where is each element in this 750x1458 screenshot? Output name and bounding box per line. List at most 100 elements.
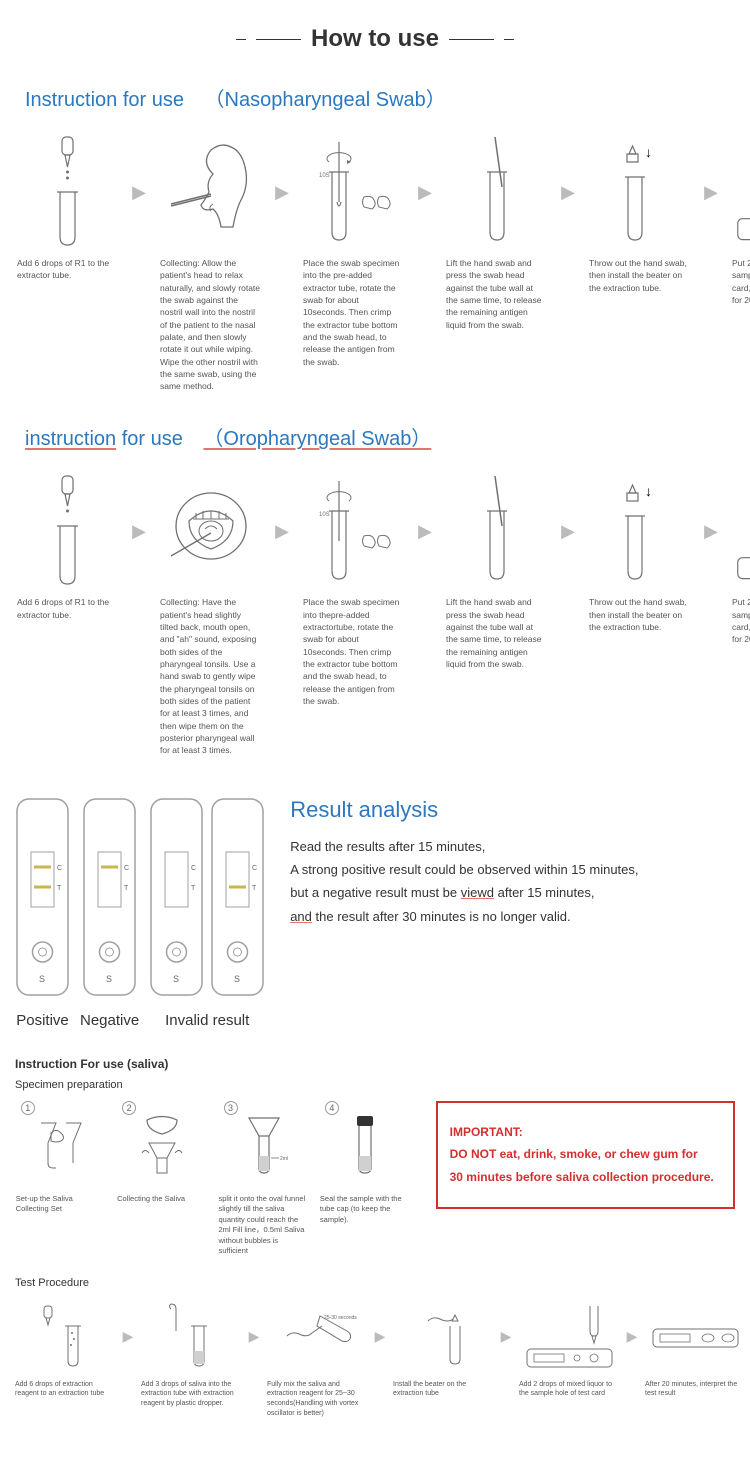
arrow-icon: ▶ [128, 466, 150, 596]
proc-step-6: After 20 minutes, interpret the test res… [645, 1299, 745, 1400]
step-text: Put 2 drops into the sample hole of the … [730, 257, 750, 306]
naso-step-6: Put 2 drops into the sample hole of the … [730, 127, 750, 306]
svg-text:↓: ↓ [645, 483, 652, 499]
svg-text:C: C [191, 865, 196, 872]
step-diagram-cassette-drop [733, 466, 750, 596]
naso-step-1: Add 6 drops of R1 to the extractor tube. [15, 127, 120, 282]
step-text: Throw out the hand swab, then install th… [587, 257, 692, 294]
svg-text:T: T [252, 885, 257, 892]
step-number: 4 [325, 1101, 339, 1115]
saliva-text: Set-up the Saliva Collecting Set [16, 1194, 106, 1215]
label-positive: Positive [16, 1012, 69, 1029]
oro-step-2: Collecting: Have the patient's head slig… [158, 466, 263, 756]
important-l3: 30 minutes before saliva collection proc… [450, 1166, 721, 1189]
step-diagram-cassette-drop [733, 127, 750, 257]
saliva-text: Seal the sample with the tube cap (to ke… [320, 1194, 410, 1226]
result-section: C T S Positive C T S Negative [0, 777, 750, 1049]
cassette-positive: C T S Positive [15, 797, 70, 1029]
oro-step-3: 10S Place the swab specimen into thepre-… [301, 466, 406, 707]
arrow-icon: ▶ [371, 1299, 389, 1374]
step-diagram-tube-cap: ↓ [590, 127, 690, 257]
test-proc-label: Test Procedure [0, 1277, 750, 1294]
svg-text:S: S [39, 974, 45, 984]
step-diagram-tube-swab: 10S [304, 127, 404, 257]
arrow-icon: ▶ [128, 127, 150, 257]
saliva-prep-row: 1 Set-up the Saliva Collecting Set 2 Col… [0, 1096, 750, 1277]
arrow-icon: ▶ [700, 127, 722, 257]
arrow-icon: ▶ [700, 466, 722, 596]
arrow-icon: ▶ [271, 466, 293, 596]
oro-step-1: Add 6 drops of R1 to the extractor tube. [15, 466, 120, 621]
oro-step-6: Put 2 drops into the sample hole of the … [730, 466, 750, 645]
oro-steps: Add 6 drops of R1 to the extractor tube.… [0, 461, 750, 776]
svg-text:T: T [57, 885, 62, 892]
result-title: Result analysis [290, 797, 735, 823]
svg-text:S: S [106, 974, 112, 984]
proc-step-4: Install the beater on the extraction tub… [393, 1299, 493, 1400]
step-number: 3 [224, 1101, 238, 1115]
saliva-step-3: 3 2ml split it onto the oval funnel slig… [218, 1101, 309, 1257]
proc-text: After 20 minutes, interpret the test res… [645, 1380, 745, 1400]
svg-text:↓: ↓ [645, 144, 652, 160]
naso-step-4: Lift the hand swab and press the swab he… [444, 127, 549, 331]
naso-step-5: ↓ Throw out the hand swab, then install … [587, 127, 692, 294]
important-l2: DO NOT eat, drink, smoke, or chew gum fo… [450, 1143, 721, 1166]
step-text: Throw out the hand swab, then install th… [587, 596, 692, 633]
oro-title-u: instruction [25, 428, 116, 450]
important-l1: IMPORTANT: [450, 1121, 721, 1144]
svg-text:S: S [173, 974, 179, 984]
result-body: Read the results after 15 minutes, A str… [290, 835, 735, 929]
result-text: Result analysis Read the results after 1… [290, 797, 735, 929]
proc-diagram-drop-card [522, 1299, 617, 1374]
test-proc-row: Add 6 drops of extraction reagent to an … [0, 1294, 750, 1439]
step-diagram-mouth [161, 466, 261, 596]
svg-text:C: C [57, 865, 62, 872]
arrow-icon: ▶ [119, 1299, 137, 1374]
arrow-icon: ▶ [557, 466, 579, 596]
step-diagram-tube-cap: ↓ [590, 466, 690, 596]
cassette-group: C T S Positive C T S Negative [15, 797, 265, 1029]
svg-text:S: S [234, 974, 240, 984]
step-text: Place the swab specimen into thepre-adde… [301, 596, 406, 707]
step-text: Add 6 drops of R1 to the extractor tube. [15, 257, 120, 282]
proc-step-3: 25-30 seconds Fully mix the saliva and e… [267, 1299, 367, 1419]
oro-title-rest: for use [116, 428, 183, 450]
decor-line [256, 39, 301, 40]
naso-title-paren: （Nasopharyngeal Swab） [205, 89, 446, 111]
saliva-header: Instruction For use (saliva) [0, 1049, 750, 1079]
proc-text: Install the beater on the extraction tub… [393, 1380, 493, 1400]
svg-text:T: T [124, 885, 129, 892]
proc-text: Fully mix the saliva and extraction reag… [267, 1380, 367, 1419]
proc-diagram-result-card [648, 1299, 743, 1374]
saliva-text: Collecting the Saliva [117, 1194, 207, 1205]
cassette-invalid: C T S C T S Invalid result [149, 797, 265, 1029]
step-text: Put 2 drops into the sample hole of the … [730, 596, 750, 645]
cassette-negative: C T S Negative [80, 797, 139, 1029]
naso-section-title: Instruction for use （Nasopharyngeal Swab… [0, 73, 750, 122]
step-diagram-tube-press [447, 127, 547, 257]
svg-text:25-30 seconds: 25-30 seconds [324, 1315, 357, 1321]
saliva-step-2: 2 Collecting the Saliva [116, 1101, 207, 1205]
proc-step-2: Add 3 drops of saliva into the extractio… [141, 1299, 241, 1409]
step-text: Collecting: Have the patient's head slig… [158, 596, 263, 756]
proc-text: Add 6 drops of extraction reagent to an … [15, 1380, 115, 1400]
page-title: How to use [311, 25, 439, 53]
svg-text:2ml: 2ml [280, 1156, 288, 1162]
arrow-icon: ▶ [497, 1299, 515, 1374]
naso-step-3: 10S Place the swab specimen into the pre… [301, 127, 406, 368]
naso-steps: Add 6 drops of R1 to the extractor tube.… [0, 122, 750, 412]
proc-diagram-install-beater [396, 1299, 491, 1374]
label-negative: Negative [80, 1012, 139, 1029]
oro-step-5: ↓ Throw out the hand swab, then install … [587, 466, 692, 633]
decor-line [236, 39, 246, 40]
step-text: Lift the hand swab and press the swab he… [444, 257, 549, 331]
important-warning: IMPORTANT: DO NOT eat, drink, smoke, or … [436, 1101, 735, 1209]
decor-line [449, 39, 494, 40]
label-invalid: Invalid result [165, 1012, 249, 1029]
svg-text:C: C [124, 865, 129, 872]
oro-step-4: Lift the hand swab and press the swab he… [444, 466, 549, 670]
saliva-diagram-collect: 2 [117, 1101, 207, 1186]
step-text: Collecting: Allow the patient's head to … [158, 257, 263, 392]
decor-line [504, 39, 514, 40]
step-diagram-nose [161, 127, 261, 257]
